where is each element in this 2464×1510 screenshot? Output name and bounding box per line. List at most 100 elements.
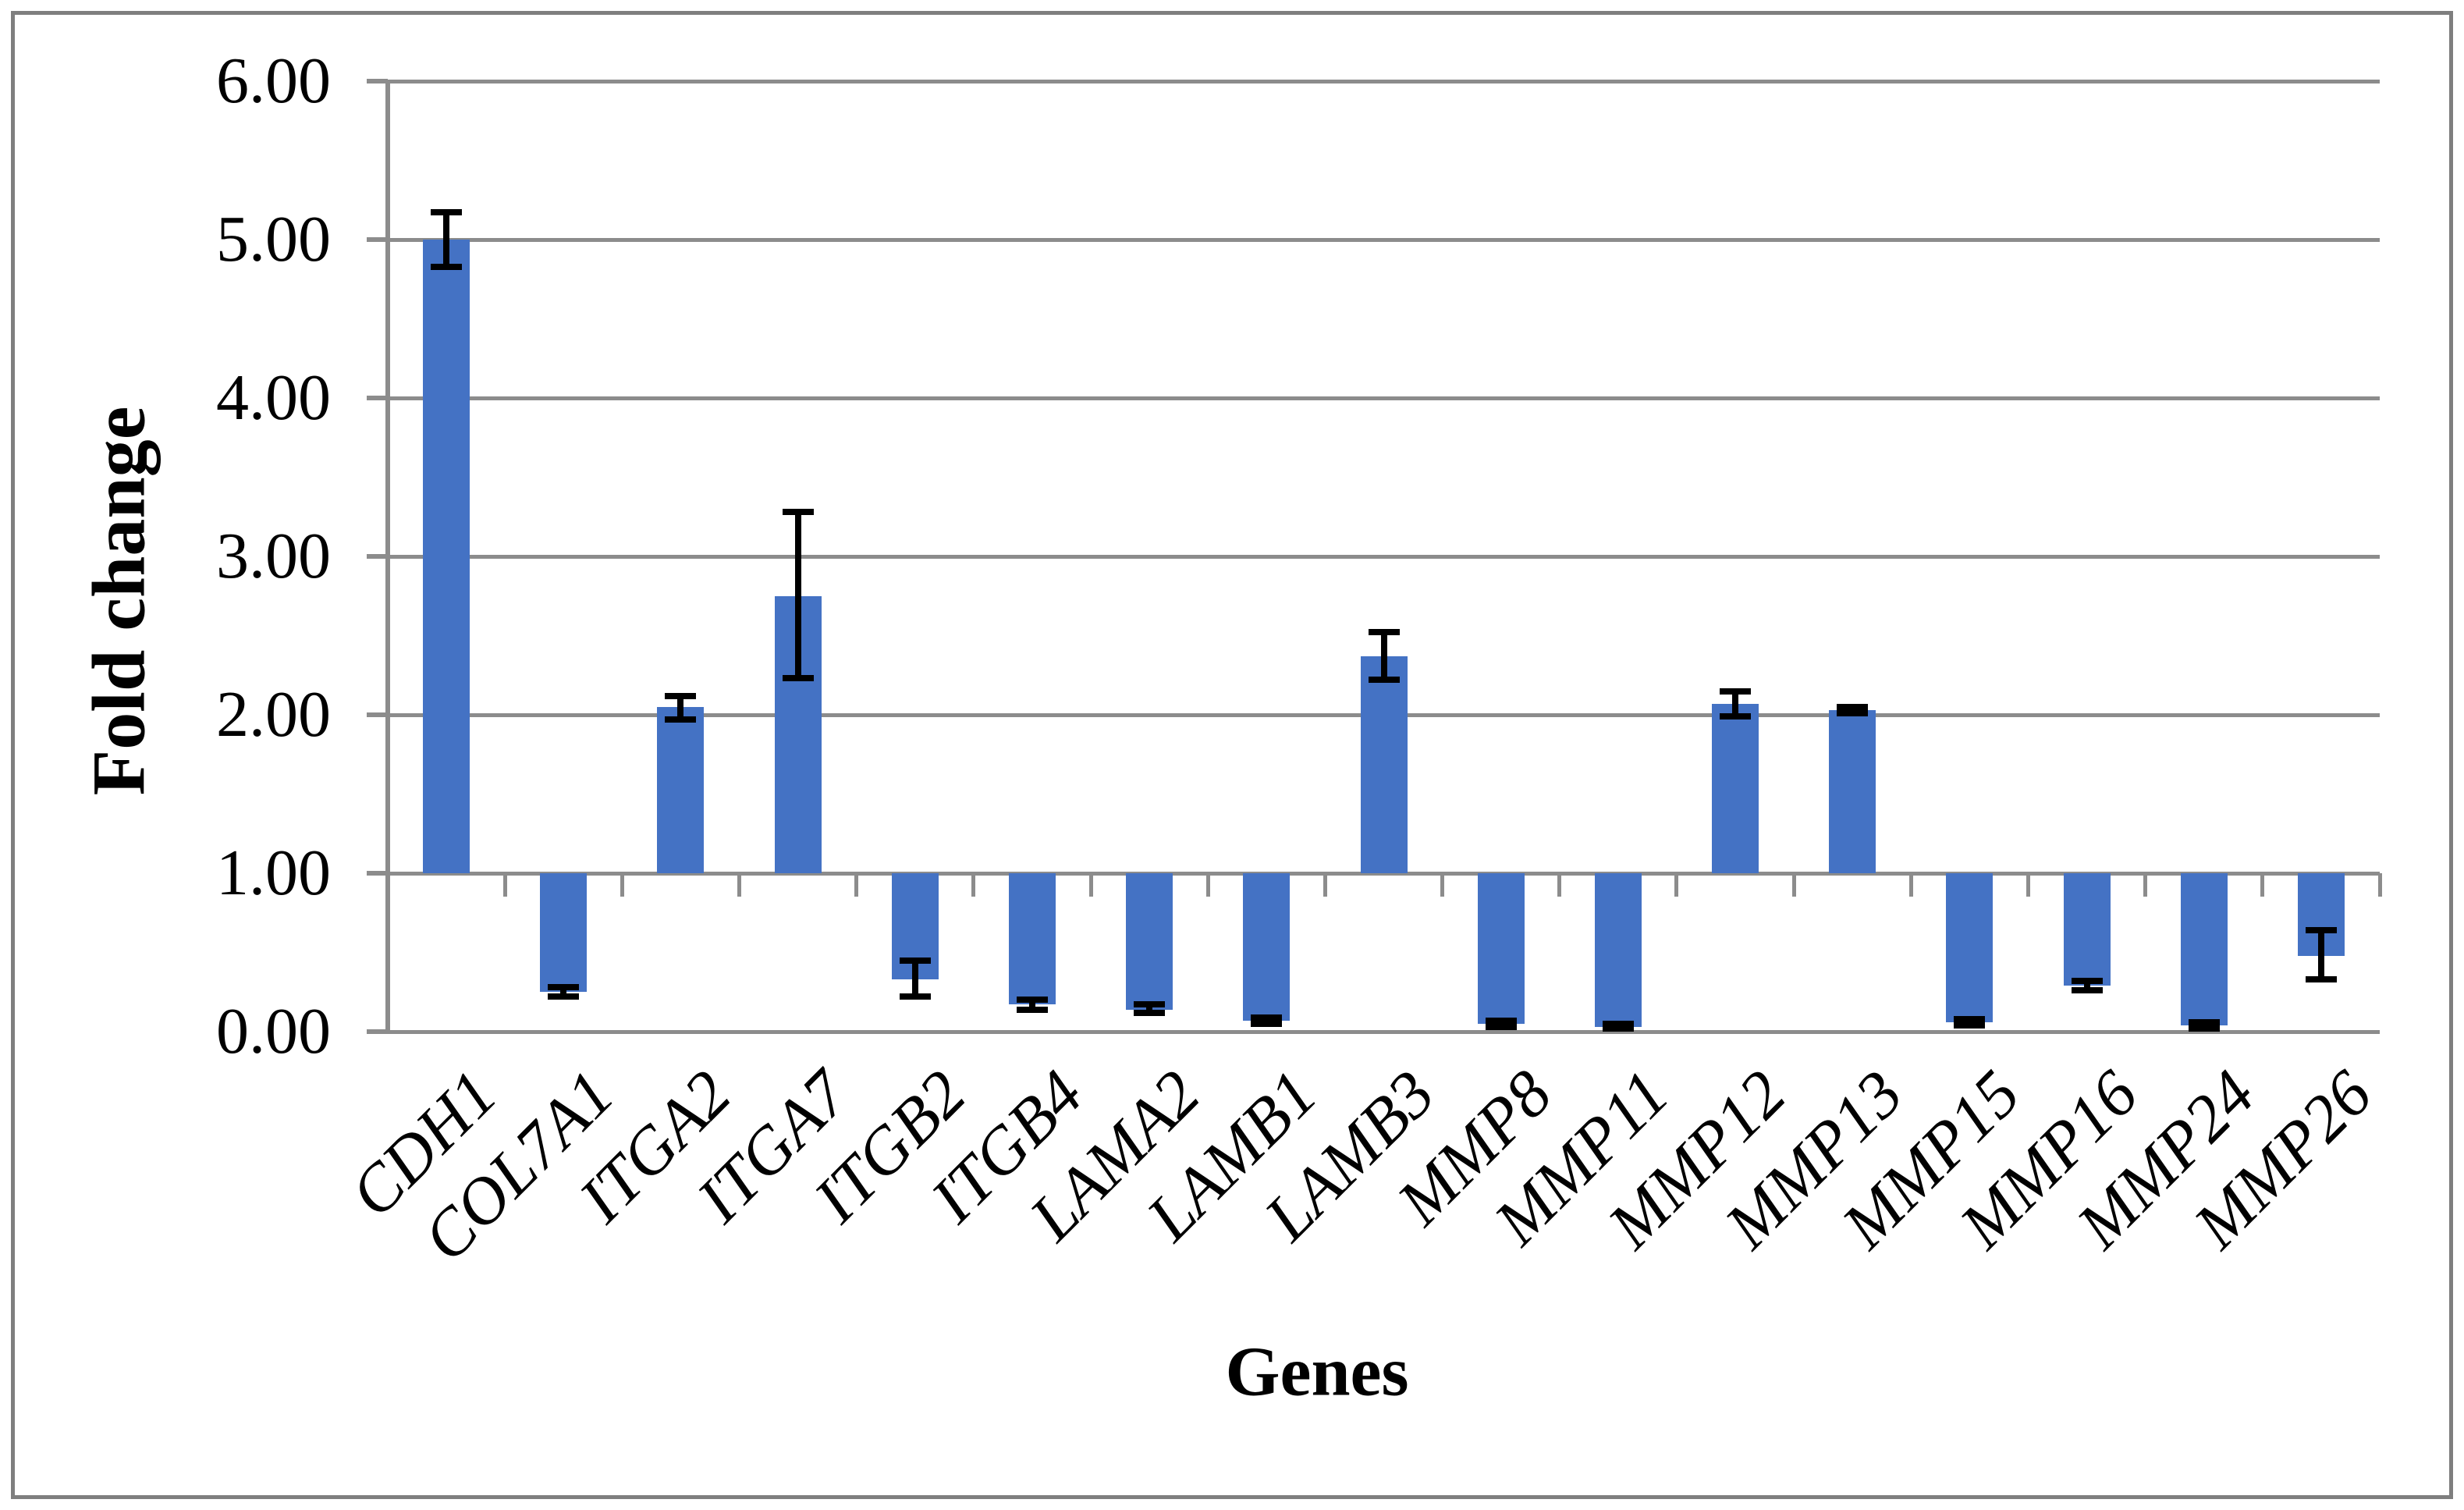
error-bar-cap-bottom [1720, 713, 1752, 720]
bar [1829, 709, 1876, 873]
category-axis-tick [1323, 873, 1327, 897]
error-bar-cap-bottom [1368, 677, 1400, 684]
bar [1126, 873, 1173, 1010]
category-axis-tick [1088, 873, 1093, 897]
bar [423, 240, 470, 873]
error-bar-cap-top [899, 957, 931, 964]
error-bar-stem [911, 960, 918, 997]
y-axis-tick [367, 712, 388, 717]
y-axis-tick [367, 554, 388, 559]
error-bar-cap-top [2305, 927, 2337, 934]
error-bar-stem [443, 212, 450, 267]
y-axis-tick [367, 79, 388, 83]
category-axis-tick [1557, 873, 1562, 897]
error-bar-cap-bottom [2188, 1025, 2220, 1032]
bar [1946, 873, 1994, 1022]
error-bar-stem [1966, 1018, 1973, 1025]
error-bar-cap-bottom [1602, 1025, 1634, 1032]
gridline [388, 871, 2380, 876]
error-bar-cap-top [1954, 1015, 1986, 1022]
y-axis-title: Fold change [76, 406, 161, 796]
error-bar-cap-top [431, 209, 463, 216]
y-tick-label: 2.00 [216, 678, 331, 751]
error-bar-stem [1028, 1000, 1035, 1010]
error-bar-cap-top [1016, 997, 1048, 1004]
y-tick-label: 3.00 [216, 520, 331, 592]
error-bar-cap-bottom [548, 993, 580, 1000]
error-bar-cap-bottom [1954, 1021, 1986, 1029]
error-bar-cap-top [1251, 1014, 1283, 1021]
error-bar-stem [2317, 930, 2324, 979]
error-bar-stem [2083, 981, 2090, 991]
error-bar-cap-top [1720, 687, 1752, 695]
error-bar-cap-top [665, 692, 697, 699]
error-bar-cap-top [1368, 629, 1400, 636]
bar [540, 873, 588, 993]
error-bar-cap-top [548, 984, 580, 991]
error-bar-cap-bottom [2305, 976, 2337, 982]
category-axis-tick [1791, 873, 1796, 897]
y-axis-tick [367, 871, 388, 876]
error-bar-cap-bottom [1485, 1023, 1517, 1030]
x-axis-title: Genes [1225, 1333, 1409, 1411]
category-axis-tick [1908, 873, 1913, 897]
bar [1477, 873, 1525, 1024]
chart-border-frame [11, 11, 2453, 1499]
error-bar-cap-bottom [665, 716, 697, 723]
category-axis-tick [2026, 873, 2030, 897]
bar [1594, 873, 1642, 1027]
error-bar-stem [1263, 1017, 1270, 1024]
error-bar-cap-bottom [782, 675, 814, 682]
error-bar-cap-bottom [431, 263, 463, 270]
y-tick-label: 6.00 [216, 44, 331, 117]
y-tick-label: 4.00 [216, 361, 331, 434]
error-bar-stem [794, 512, 801, 679]
gridline [388, 237, 2380, 242]
error-bar-cap-top [1485, 1017, 1517, 1024]
category-axis-tick [971, 873, 976, 897]
error-bar-cap-top [1837, 703, 1869, 710]
bar [657, 706, 705, 873]
gridline [388, 79, 2380, 83]
bar [1008, 873, 1056, 1005]
bar [2063, 873, 2111, 986]
gridline [388, 396, 2380, 400]
error-bar-stem [1497, 1020, 1504, 1027]
category-axis-tick [1440, 873, 1445, 897]
y-axis-tick [367, 396, 388, 400]
category-axis-tick [854, 873, 859, 897]
error-bar-cap-top [782, 509, 814, 516]
gridline [388, 554, 2380, 559]
error-bar-cap-bottom [1837, 709, 1869, 716]
error-bar-cap-top [1134, 1001, 1166, 1008]
error-bar-cap-top [1602, 1020, 1634, 1027]
error-bar-stem [560, 987, 567, 997]
bar [1360, 656, 1408, 873]
category-axis-tick [2143, 873, 2148, 897]
error-bar-cap-bottom [2071, 987, 2103, 994]
y-tick-label: 1.00 [216, 837, 331, 909]
error-bar-cap-top [2188, 1018, 2220, 1025]
category-axis-tick [502, 873, 507, 897]
error-bar-stem [1849, 706, 1856, 713]
error-bar-stem [1380, 632, 1387, 680]
category-axis-tick [2377, 873, 2382, 897]
category-axis-tick [1205, 873, 1210, 897]
y-axis-tick [367, 237, 388, 242]
y-tick-label: 0.00 [216, 995, 331, 1068]
category-axis-tick [2260, 873, 2265, 897]
error-bar-stem [677, 695, 684, 720]
error-bar-cap-bottom [1016, 1006, 1048, 1013]
y-axis-tick [367, 1029, 388, 1034]
error-bar-cap-bottom [1134, 1009, 1166, 1016]
bar [1243, 873, 1291, 1021]
error-bar-cap-bottom [1251, 1020, 1283, 1027]
bar [1712, 703, 1759, 873]
category-axis-tick [1674, 873, 1679, 897]
bar [2180, 873, 2228, 1025]
error-bar-stem [1732, 691, 1739, 717]
gridline [388, 1029, 2380, 1034]
error-bar-stem [2200, 1021, 2207, 1029]
